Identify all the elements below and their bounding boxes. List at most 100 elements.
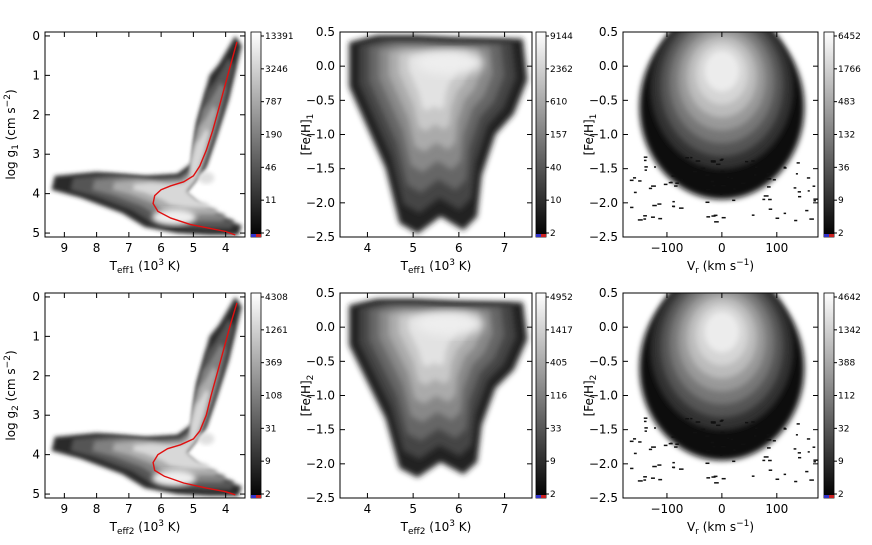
x-tick-label: 7 bbox=[125, 502, 133, 516]
x-tick-label: 5 bbox=[190, 502, 198, 516]
density-speckle bbox=[772, 179, 776, 181]
x-tick-label: 5 bbox=[409, 502, 417, 516]
density-speckle bbox=[714, 482, 719, 484]
x-axis-label: Vr (km s−1) bbox=[687, 519, 754, 537]
panel-p2: 4 5 6 7 0.5 0.0 −0.5 −1.0 −1.5 −2.0 −2.5 Teff1 (103… bbox=[299, 25, 573, 276]
colorbar-gradient bbox=[250, 292, 262, 499]
density-speckle bbox=[783, 428, 787, 430]
density-speckle bbox=[763, 195, 769, 197]
density-speckle bbox=[652, 204, 657, 207]
x-tick-label: 4 bbox=[222, 502, 230, 516]
density-speckle bbox=[783, 167, 787, 169]
density-speckle bbox=[807, 451, 810, 453]
density-speckle bbox=[685, 418, 690, 420]
y-tick-label: 0.5 bbox=[599, 286, 618, 300]
density-speckle bbox=[675, 182, 679, 184]
density-speckle bbox=[632, 438, 637, 440]
x-tick-label: 9 bbox=[61, 502, 69, 516]
y-tick-label: −1.5 bbox=[589, 423, 618, 437]
heatmap-area bbox=[349, 299, 528, 478]
x-tick-label: 4 bbox=[364, 241, 372, 255]
y-tick-label: 0.0 bbox=[316, 320, 335, 334]
density-speckle bbox=[795, 173, 798, 175]
colorbar-tick-label: 1766 bbox=[838, 65, 861, 75]
density-speckle bbox=[775, 478, 780, 481]
density-speckle bbox=[806, 438, 811, 440]
density-speckle bbox=[651, 185, 656, 187]
colorbar-tick-label: 32 bbox=[838, 424, 849, 434]
y-tick-label: 0.0 bbox=[599, 320, 618, 334]
isochrone-curve bbox=[152, 302, 238, 496]
density-speckle bbox=[650, 477, 655, 479]
x-tick-label: 4 bbox=[364, 502, 372, 516]
colorbar-tick-label: 787 bbox=[265, 98, 282, 108]
density-speckle bbox=[710, 160, 716, 162]
density-speckle bbox=[654, 166, 657, 168]
y-axis-label: [Fe/H]1 bbox=[299, 114, 316, 156]
density-speckle bbox=[783, 473, 787, 476]
x-axis-label: Teff1 (103 K) bbox=[400, 258, 472, 276]
colorbar-tick-label: 3246 bbox=[265, 65, 288, 75]
density-speckle bbox=[719, 159, 723, 161]
density-speckle bbox=[658, 478, 663, 481]
density-speckle bbox=[671, 205, 675, 208]
density-speckle bbox=[812, 446, 816, 448]
colorbar-tick-label: 2 bbox=[265, 229, 271, 239]
density-speckle bbox=[630, 206, 634, 209]
heatmap-area bbox=[51, 296, 242, 496]
density-speckle bbox=[751, 214, 755, 216]
density-speckle bbox=[805, 470, 809, 473]
x-tick-label: 5 bbox=[409, 241, 417, 255]
plot-frame bbox=[44, 292, 246, 499]
density-speckle bbox=[745, 421, 749, 424]
density-speckle bbox=[797, 191, 801, 193]
density-speckle bbox=[766, 434, 772, 436]
y-tick-label: −0.5 bbox=[306, 354, 335, 368]
density-speckle bbox=[713, 475, 718, 478]
density-speckle bbox=[768, 208, 773, 210]
density-speckle bbox=[701, 428, 706, 431]
density-speckle bbox=[644, 430, 647, 432]
density-speckle bbox=[675, 443, 679, 445]
y-tick-label: 0.0 bbox=[316, 59, 335, 73]
density-speckle bbox=[657, 203, 662, 205]
density-speckle bbox=[730, 438, 734, 441]
density-speckle bbox=[690, 156, 693, 159]
heatmap-area bbox=[629, 293, 818, 484]
colorbar-tick-label: 369 bbox=[265, 359, 282, 369]
density-peak bbox=[415, 50, 484, 75]
colorbar-low-accent bbox=[256, 495, 261, 498]
density-speckle bbox=[745, 160, 749, 163]
density-speckle bbox=[643, 417, 648, 419]
colorbar: 6452 1766 483 132 36 9 2 bbox=[823, 31, 861, 239]
density-peak bbox=[198, 432, 215, 445]
density-speckle bbox=[720, 419, 724, 422]
y-tick-label: 5 bbox=[32, 487, 40, 501]
density-speckle bbox=[797, 452, 801, 454]
colorbar-tick-label: 4952 bbox=[550, 293, 573, 303]
density-speckle bbox=[794, 219, 798, 222]
density-speckle bbox=[695, 160, 701, 162]
y-tick-label: 2 bbox=[32, 369, 40, 383]
y-axis-label: [Fe/H]2 bbox=[582, 375, 599, 417]
density-speckle bbox=[678, 207, 684, 209]
density-speckle bbox=[710, 180, 715, 183]
colorbar-tick-label: 9144 bbox=[550, 32, 573, 42]
density-speckle bbox=[727, 437, 730, 440]
density-speckle bbox=[762, 459, 766, 462]
density-speckle bbox=[813, 461, 816, 463]
density-speckle bbox=[644, 427, 648, 429]
density-speckle bbox=[630, 467, 634, 470]
y-tick-label: −0.5 bbox=[589, 354, 618, 368]
colorbar-tick-label: 132 bbox=[838, 131, 855, 141]
colorbar-gradient bbox=[535, 31, 547, 238]
density-speckle bbox=[638, 441, 642, 443]
density-speckle bbox=[705, 462, 710, 465]
density-speckle bbox=[813, 198, 818, 200]
density-speckle bbox=[720, 431, 725, 434]
x-tick-label: −100 bbox=[650, 241, 683, 255]
density-speckle bbox=[766, 186, 771, 188]
x-tick-label: 100 bbox=[765, 502, 788, 516]
x-tick-label: 7 bbox=[125, 241, 133, 255]
panel-p1: 9 8 7 6 5 4 0 1 2 3 4 5 Teff1 (103 K) log g1 (cm s−2)… bbox=[3, 29, 294, 276]
